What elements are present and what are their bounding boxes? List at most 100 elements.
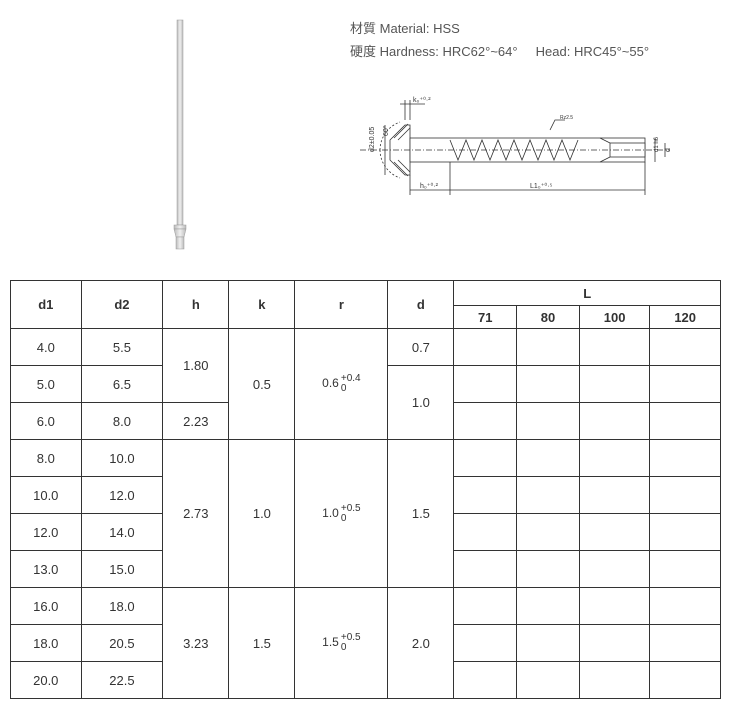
cell-r: 0.6+0.40 [295,329,388,440]
col-L-120: 120 [650,306,721,329]
cell-L [579,514,650,551]
cell-L [650,514,721,551]
cell-d1: 6.0 [11,403,82,440]
cell-d: 0.7 [388,329,454,366]
cell-L [579,440,650,477]
cell-L [650,588,721,625]
cell-L [650,477,721,514]
cell-h: 2.73 [163,440,229,588]
cell-L [579,366,650,403]
col-L-80: 80 [517,306,580,329]
cell-d1: 4.0 [11,329,82,366]
cell-d2: 14.0 [81,514,163,551]
cell-d1: 8.0 [11,440,82,477]
cell-h: 3.23 [163,588,229,699]
cell-L [579,329,650,366]
top-section: 材質 Material: HSS 硬度 Hardness: HRC62°~64°… [10,10,721,260]
material-line: 材質 Material: HSS [350,18,721,37]
col-L: L [454,281,721,306]
cell-L [579,403,650,440]
cell-L [579,662,650,699]
cell-d1: 18.0 [11,625,82,662]
hardness-line: 硬度 Hardness: HRC62°~64° Head: HRC45°~55° [350,41,721,60]
cell-L [517,551,580,588]
cell-L [579,551,650,588]
cell-L [650,403,721,440]
col-r: r [295,281,388,329]
material-value: HSS [433,21,460,36]
cell-d1: 10.0 [11,477,82,514]
col-L-71: 71 [454,306,517,329]
table-row: 8.0 10.0 2.73 1.0 1.0+0.50 1.5 [11,440,721,477]
svg-text:60°: 60° [382,125,390,136]
table-body: 4.0 5.5 1.80 0.5 0.6+0.40 0.7 5.0 6.5 1.… [11,329,721,699]
cell-L [517,662,580,699]
cell-d: 1.0 [388,366,454,440]
cell-L [650,551,721,588]
cell-L [517,329,580,366]
cell-d2: 5.5 [81,329,163,366]
pin-render [10,10,350,260]
cell-h: 1.80 [163,329,229,403]
spec-table: d1 d2 h k r d L 71 80 100 120 4.0 5.5 1.… [10,280,721,699]
hardness-label-en: Hardness: [380,44,439,59]
cell-k: 1.5 [229,588,295,699]
cell-d2: 10.0 [81,440,163,477]
cell-d1: 13.0 [11,551,82,588]
cell-k: 1.0 [229,440,295,588]
cell-L [517,477,580,514]
head-label: Head: [536,44,571,59]
table-row: 4.0 5.5 1.80 0.5 0.6+0.40 0.7 [11,329,721,366]
cell-L [517,588,580,625]
table-row: 16.0 18.0 3.23 1.5 1.5+0.50 2.0 [11,588,721,625]
svg-text:k₀⁺⁰·²: k₀⁺⁰·² [413,96,431,104]
col-d1: d1 [11,281,82,329]
cell-L [579,477,650,514]
cell-d1: 12.0 [11,514,82,551]
cell-h: 2.23 [163,403,229,440]
svg-text:Rz2.5: Rz2.5 [560,115,573,121]
cell-L [454,551,517,588]
col-d2: d2 [81,281,163,329]
head-value: HRC45°~55° [574,44,649,59]
col-h: h [163,281,229,329]
material-label-en: Material: [380,21,430,36]
cell-d1: 16.0 [11,588,82,625]
table-header-row: d1 d2 h k r d L [11,281,721,306]
cell-L [650,440,721,477]
pin-icon [160,15,200,255]
cell-d2: 12.0 [81,477,163,514]
cell-L [650,329,721,366]
cell-k: 0.5 [229,329,295,440]
cell-d2: 18.0 [81,588,163,625]
cell-L [517,625,580,662]
hardness-value: HRC62°~64° [443,44,518,59]
cell-L [454,403,517,440]
cell-L [579,588,650,625]
cell-r: 1.0+0.50 [295,440,388,588]
technical-diagram: k₀⁺⁰·² d2±0.05 60° h₀⁺⁰·² L1₀⁺⁰·⁵ Rz2.5 … [350,90,690,230]
col-k: k [229,281,295,329]
cell-d2: 8.0 [81,403,163,440]
spec-section: 材質 Material: HSS 硬度 Hardness: HRC62°~64°… [350,10,721,260]
cell-L [454,477,517,514]
cell-L [517,403,580,440]
cell-L [650,662,721,699]
cell-d2: 15.0 [81,551,163,588]
svg-text:d: d [665,148,672,152]
cell-L [454,329,517,366]
cell-L [454,662,517,699]
cell-L [517,366,580,403]
cell-d2: 20.5 [81,625,163,662]
material-label-cn: 材質 [350,21,376,36]
cell-r: 1.5+0.50 [295,588,388,699]
cell-d1: 5.0 [11,366,82,403]
cell-L [454,625,517,662]
col-L-100: 100 [579,306,650,329]
svg-text:d2±0.05: d2±0.05 [369,127,376,152]
cell-L [650,366,721,403]
cell-L [454,588,517,625]
cell-d2: 6.5 [81,366,163,403]
cell-L [454,514,517,551]
cell-L [579,625,650,662]
